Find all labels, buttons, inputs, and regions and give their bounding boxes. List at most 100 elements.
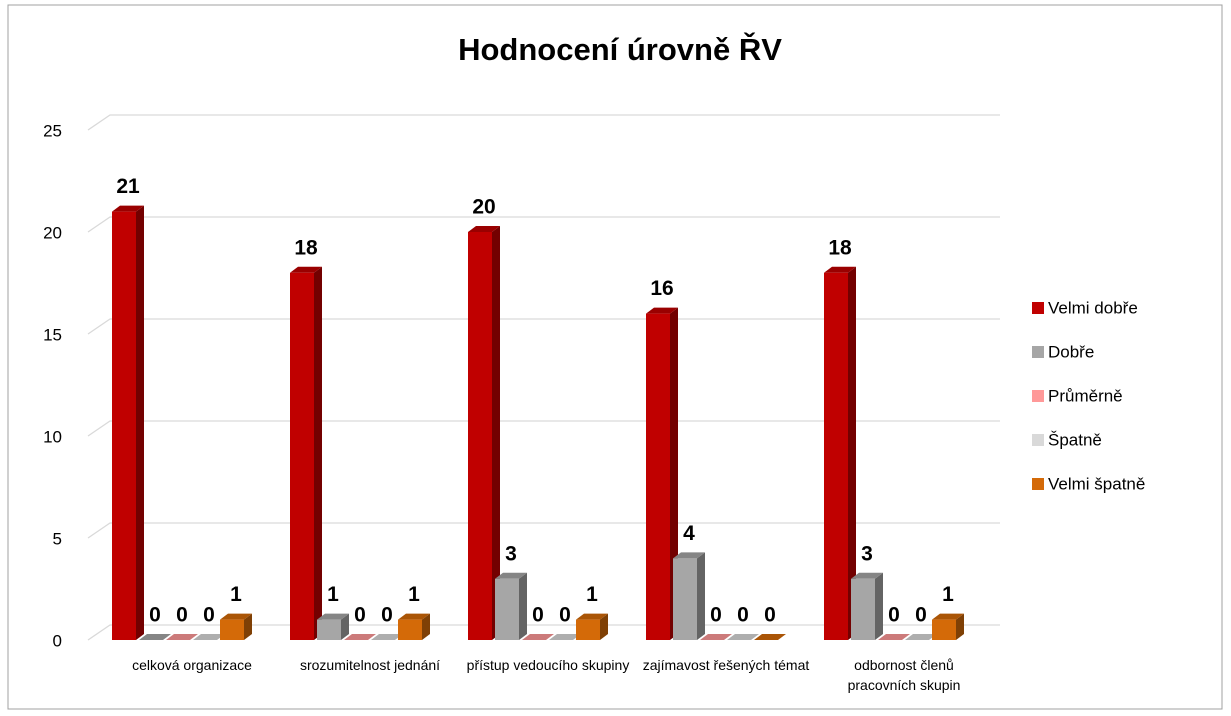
data-label: 0 <box>381 604 393 627</box>
chart-title: Hodnocení úrovně ŘV <box>458 31 782 67</box>
bar <box>549 634 581 640</box>
bar-face <box>317 619 341 640</box>
data-label: 1 <box>230 583 242 606</box>
bar-face <box>244 613 252 640</box>
data-label: 20 <box>472 196 495 219</box>
legend-label: Špatně <box>1048 430 1102 449</box>
bar <box>673 552 705 640</box>
legend-swatch <box>1032 478 1044 490</box>
data-label: 0 <box>764 604 776 627</box>
bar <box>193 634 225 640</box>
bar-face <box>932 619 956 640</box>
bar <box>700 634 732 640</box>
y-tick-label: 0 <box>53 631 62 650</box>
bar-face <box>220 619 244 640</box>
bar <box>166 634 198 640</box>
bar <box>220 613 252 640</box>
bar-face <box>851 572 883 579</box>
bar-face <box>600 613 608 640</box>
bar-face <box>112 211 136 640</box>
bar-face <box>824 266 856 273</box>
bar-face <box>344 634 376 640</box>
x-tick-label: odbornost členů pracovních skupin <box>847 657 961 693</box>
data-label: 1 <box>586 583 598 606</box>
grid-line <box>87 522 1000 539</box>
bar-face <box>468 232 492 640</box>
data-label: 1 <box>942 583 954 606</box>
data-label: 0 <box>915 604 927 627</box>
bar-face <box>646 313 670 640</box>
data-label: 3 <box>861 542 873 565</box>
bar <box>398 613 430 640</box>
data-label: 0 <box>710 604 722 627</box>
y-tick-label: 20 <box>43 223 62 242</box>
bar-face <box>139 634 171 640</box>
data-label: 0 <box>559 604 571 627</box>
legend-label: Dobře <box>1048 342 1094 361</box>
bar-face <box>136 205 144 640</box>
data-label: 0 <box>354 604 366 627</box>
bar <box>139 634 171 640</box>
legend-swatch <box>1032 390 1044 402</box>
bar-face <box>317 613 349 620</box>
legend-label: Velmi špatně <box>1048 474 1145 493</box>
bar-face <box>398 613 430 620</box>
bar-face <box>905 634 937 640</box>
chart-frame <box>7 4 1223 710</box>
y-tick-label: 25 <box>43 121 62 140</box>
bar <box>317 613 349 640</box>
bar <box>344 634 376 640</box>
bar <box>754 634 786 640</box>
bar-face <box>422 613 430 640</box>
bar <box>905 634 937 640</box>
x-tick-label: celková organizace <box>132 657 252 673</box>
bar <box>468 226 500 640</box>
bar <box>290 266 322 640</box>
bar-face <box>956 613 964 640</box>
bar-face <box>697 552 705 640</box>
bar-face <box>576 619 600 640</box>
bar-face <box>848 266 856 640</box>
x-tick-label: zajímavost řešených témat <box>642 657 810 673</box>
bar-face <box>878 634 910 640</box>
grid-line <box>87 114 1000 131</box>
data-label: 0 <box>176 604 188 627</box>
bar-face <box>341 613 349 640</box>
bar-face <box>700 634 732 640</box>
bar <box>576 613 608 640</box>
bar-face <box>193 634 225 640</box>
bar-face <box>220 613 252 620</box>
grid-line <box>87 216 1000 233</box>
data-label: 21 <box>116 175 140 198</box>
bar-face <box>495 572 527 579</box>
bar-face <box>314 266 322 640</box>
bar-face <box>646 307 678 314</box>
bar-face <box>371 634 403 640</box>
bar-face <box>549 634 581 640</box>
legend-swatch <box>1032 434 1044 446</box>
bar-face <box>673 558 697 640</box>
bar-face <box>290 272 314 640</box>
legend-label: Velmi dobře <box>1048 298 1138 317</box>
data-label: 4 <box>683 522 695 545</box>
bar-face <box>754 634 786 640</box>
bar-face <box>727 634 759 640</box>
data-label: 0 <box>888 604 900 627</box>
bar <box>851 572 883 640</box>
data-label: 0 <box>737 604 749 627</box>
bar-face <box>875 572 883 640</box>
bar <box>878 634 910 640</box>
bar-face <box>932 613 964 620</box>
x-tick-label: srozumitelnost jednání <box>299 657 441 673</box>
legend-label: Průměrně <box>1048 386 1123 405</box>
data-label: 1 <box>408 583 420 606</box>
x-tick-label: přístup vedoucího skupiny <box>466 657 630 673</box>
bar <box>932 613 964 640</box>
legend-swatch <box>1032 346 1044 358</box>
bar <box>112 205 144 640</box>
grid-line <box>87 420 1000 437</box>
bar-face <box>492 226 500 640</box>
bar <box>371 634 403 640</box>
